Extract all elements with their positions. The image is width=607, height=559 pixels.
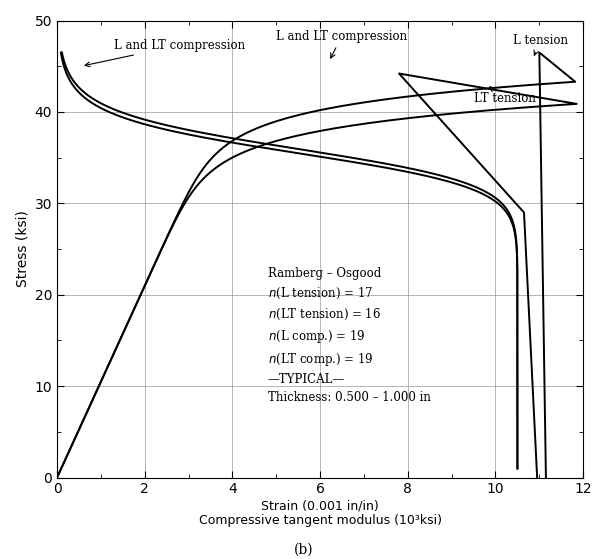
Y-axis label: Stress (ksi): Stress (ksi) xyxy=(15,211,29,287)
Text: LT tension: LT tension xyxy=(473,87,535,105)
Text: L tension: L tension xyxy=(513,34,568,55)
Text: (b): (b) xyxy=(294,542,313,556)
X-axis label: Strain (0.001 in/in)
Compressive tangent modulus (10³ksi): Strain (0.001 in/in) Compressive tangent… xyxy=(198,499,442,527)
Text: Ramberg – Osgood
$n$(L tension) = 17
$n$(LT tension) = 16
$n$(L comp.) = 19
$n$(: Ramberg – Osgood $n$(L tension) = 17 $n$… xyxy=(268,267,430,404)
Text: L and LT compression: L and LT compression xyxy=(85,39,245,67)
Text: L and LT compression: L and LT compression xyxy=(276,30,407,58)
